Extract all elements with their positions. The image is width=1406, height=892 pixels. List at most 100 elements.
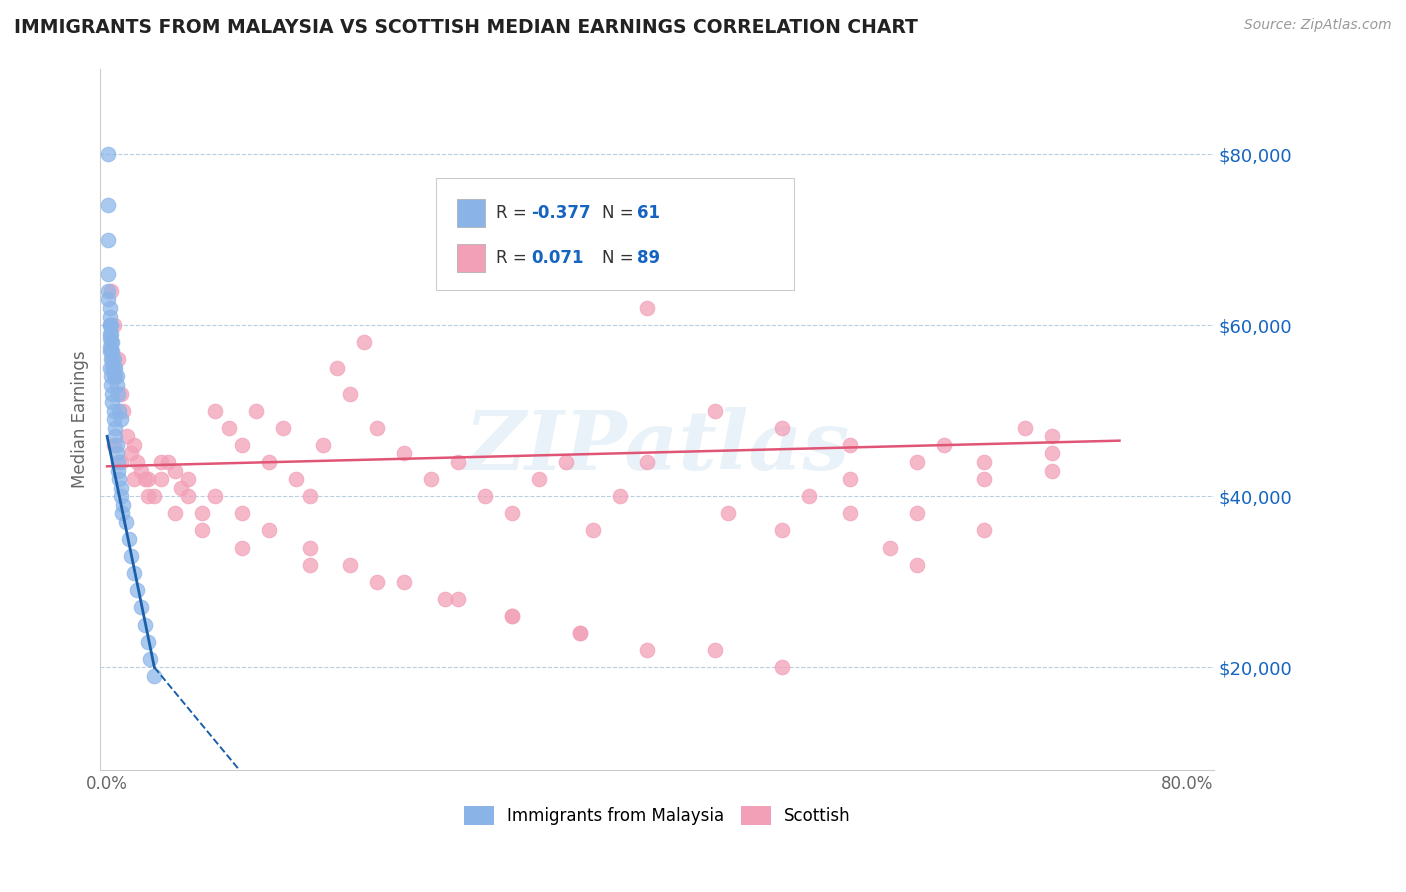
Point xyxy=(97,233,120,247)
Point xyxy=(136,472,159,486)
Point xyxy=(150,472,173,486)
Point xyxy=(501,507,523,521)
Point xyxy=(125,583,148,598)
Point xyxy=(703,403,725,417)
Point xyxy=(122,472,145,486)
Point xyxy=(339,558,361,572)
Point xyxy=(366,421,388,435)
Point xyxy=(245,403,267,417)
Point xyxy=(568,626,591,640)
Point xyxy=(112,403,135,417)
Point xyxy=(163,507,186,521)
Point xyxy=(107,464,129,478)
Point xyxy=(129,600,152,615)
Point xyxy=(105,378,128,392)
Point xyxy=(100,378,122,392)
Point xyxy=(973,524,995,538)
Point xyxy=(474,489,496,503)
Point xyxy=(325,360,347,375)
Point xyxy=(97,293,120,307)
Point xyxy=(104,360,127,375)
Point xyxy=(100,318,122,333)
Point xyxy=(231,541,253,555)
Point xyxy=(100,335,122,350)
Point xyxy=(112,498,135,512)
Y-axis label: Median Earnings: Median Earnings xyxy=(72,351,89,488)
Point xyxy=(447,591,470,606)
Point xyxy=(582,524,605,538)
Point xyxy=(100,326,122,341)
Point xyxy=(104,369,127,384)
Point xyxy=(392,574,415,589)
Point xyxy=(797,489,820,503)
Point xyxy=(110,386,132,401)
Point xyxy=(110,412,132,426)
Point xyxy=(97,267,120,281)
Point xyxy=(143,489,166,503)
Point xyxy=(690,215,713,229)
Point xyxy=(1040,429,1063,443)
Point xyxy=(177,489,200,503)
Point xyxy=(527,472,550,486)
Point xyxy=(838,438,860,452)
Point xyxy=(150,455,173,469)
Point xyxy=(366,574,388,589)
Point xyxy=(139,652,162,666)
Point xyxy=(770,421,793,435)
Point xyxy=(103,318,125,333)
Point xyxy=(100,369,122,384)
Point xyxy=(107,386,129,401)
Point xyxy=(98,331,121,345)
Point xyxy=(101,395,124,409)
Point xyxy=(156,455,179,469)
Point xyxy=(98,318,121,333)
Point xyxy=(353,335,375,350)
Point xyxy=(770,524,793,538)
Point xyxy=(105,369,128,384)
Point xyxy=(120,549,142,563)
Text: 89: 89 xyxy=(637,249,659,267)
Point xyxy=(298,558,321,572)
Point xyxy=(392,446,415,460)
Point xyxy=(98,301,121,315)
Point xyxy=(103,403,125,417)
Point xyxy=(122,566,145,581)
Point xyxy=(98,340,121,354)
Point xyxy=(100,352,122,367)
Point xyxy=(447,455,470,469)
Point xyxy=(501,609,523,624)
Point xyxy=(285,472,308,486)
Point xyxy=(104,421,127,435)
Point xyxy=(905,455,928,469)
Point xyxy=(636,643,658,657)
Point xyxy=(97,147,120,161)
Point xyxy=(257,455,280,469)
Point xyxy=(170,481,193,495)
Point xyxy=(312,438,335,452)
Point xyxy=(108,403,131,417)
Point xyxy=(103,352,125,367)
Point xyxy=(101,386,124,401)
Point xyxy=(770,660,793,674)
Point xyxy=(177,472,200,486)
Text: N =: N = xyxy=(602,204,638,222)
Point xyxy=(1040,446,1063,460)
Point xyxy=(105,438,128,452)
Point xyxy=(136,634,159,648)
Point xyxy=(609,489,631,503)
Point xyxy=(120,446,142,460)
Point xyxy=(110,481,132,495)
Point xyxy=(636,455,658,469)
Point xyxy=(420,472,443,486)
Text: ZIPatlas: ZIPatlas xyxy=(464,408,849,487)
Point xyxy=(134,472,156,486)
Legend: Immigrants from Malaysia, Scottish: Immigrants from Malaysia, Scottish xyxy=(464,805,851,825)
Text: Source: ZipAtlas.com: Source: ZipAtlas.com xyxy=(1244,18,1392,32)
Point xyxy=(103,412,125,426)
Text: 61: 61 xyxy=(637,204,659,222)
Point xyxy=(973,472,995,486)
Point xyxy=(838,472,860,486)
Point xyxy=(108,472,131,486)
Text: -0.377: -0.377 xyxy=(531,204,591,222)
Point xyxy=(98,343,121,358)
